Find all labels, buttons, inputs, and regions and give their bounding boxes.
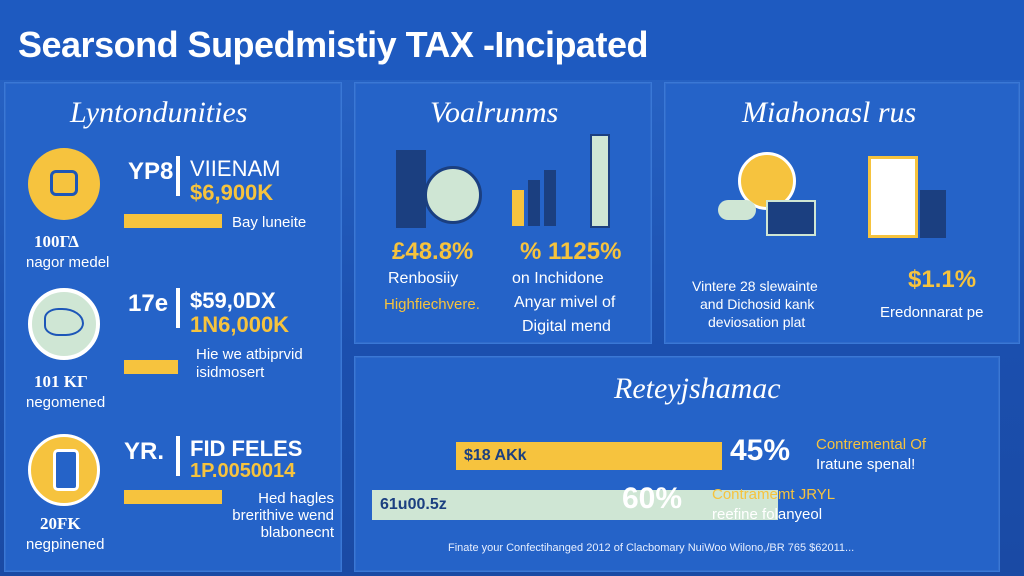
volume-right-line1: on Inchidone (512, 270, 604, 287)
bar-1-note-line2: Iratune spenal! (816, 456, 916, 473)
phone-icon (28, 434, 100, 506)
bar-1-track: $18 AKk (456, 442, 722, 470)
document-icon (868, 156, 918, 238)
row2-heading: $59,0DX (190, 288, 276, 313)
bar-2-label: 61u00.5z (380, 496, 447, 513)
row3-heading: FID FELES (190, 436, 303, 461)
row1-divider-icon (176, 156, 180, 196)
volume-right-line2: Anyar mivel of (514, 294, 616, 311)
row2-amount: 1N6,000K (190, 312, 290, 337)
row3-big-label: 20FK (40, 514, 81, 533)
bar-2-note-line1: Contramemt JRYL (712, 486, 836, 503)
mia-panel-title: Miahonasl rus (742, 96, 917, 129)
row2-divider-icon (176, 288, 180, 328)
volume-left-line1: Renbosiiy (388, 270, 459, 287)
mia-desc-line2: and Dichosid kank (700, 296, 815, 312)
cloud-icon (718, 200, 756, 220)
row1-code: YP8 (128, 158, 174, 185)
title-bar (0, 0, 1024, 80)
mia-desc-line1: Vintere 28 slewainte (692, 278, 818, 294)
row1-bar (124, 214, 222, 228)
volume-left-line2: Highfiechvere. (384, 296, 480, 313)
row3-note: Hed hagles brerithive wend blabonecnt (232, 490, 334, 541)
bar-1-label: $18 AKk (464, 447, 527, 464)
mia-pct-note: Eredonnarat pe (880, 304, 984, 321)
row2-small-label: negomened (26, 394, 106, 411)
row3-amount: 1P.0050014 (190, 460, 296, 482)
bar-2-track: 61u00.5z (372, 490, 778, 520)
bar-chart-icon (512, 164, 572, 226)
person-icon (920, 190, 946, 238)
row1-note: Bay luneite (232, 214, 307, 231)
row3-small-label: negpinened (26, 536, 105, 553)
world-map-icon (28, 288, 100, 360)
row1-small-label: nagor medel (26, 254, 110, 271)
bar-2-pct: 60% (622, 482, 683, 515)
bar-1-pct: 45% (730, 434, 791, 467)
row2-big-label: 101 KΓ (34, 372, 88, 391)
row2-bar (124, 360, 178, 374)
face-icon (424, 166, 482, 224)
row3-code: YR. (124, 438, 165, 465)
computer-icon (766, 200, 816, 236)
footer-text: Finate your Confectihanged 2012 of Clacb… (448, 542, 855, 554)
bar-1-note-line1: Contremental Of (816, 436, 927, 453)
bar-1-fill (456, 442, 722, 470)
volume-panel-title: Voalrunms (430, 96, 559, 129)
volume-right-line3: Digital mend (522, 318, 611, 335)
building-icon (396, 150, 426, 228)
row2-note: Hie we atbiprvid isidmosert (196, 346, 303, 381)
row3-divider-icon (176, 436, 180, 476)
left-panel-title: Lyntondunities (70, 96, 248, 129)
coin-icon (28, 148, 100, 220)
row3-bar (124, 490, 222, 504)
bar-2-note-line2: reefine folanyeol (712, 506, 823, 523)
row1-heading: VIIENAM (190, 156, 281, 181)
page-title: Searsond Supedmistiy TAX -Incipated (18, 24, 648, 65)
row2-code: 17e (128, 290, 169, 317)
mia-pct: $1.1% (908, 266, 977, 293)
mia-desc-line3: deviosation plat (708, 314, 806, 330)
tower-icon (590, 134, 610, 228)
volume-right-pct: % 1125% (520, 238, 622, 265)
row1-big-label: 100ΓΔ (34, 232, 79, 251)
volume-left-pct: £48.8% (392, 238, 474, 265)
bar-2-fill (372, 490, 778, 520)
row1-amount: $6,900K (190, 180, 274, 205)
bottom-panel-title: Reteyjshamac (614, 372, 781, 405)
